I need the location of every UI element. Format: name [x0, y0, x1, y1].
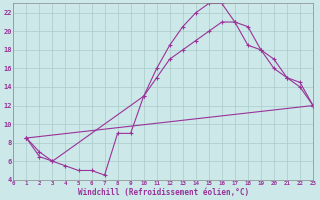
X-axis label: Windchill (Refroidissement éolien,°C): Windchill (Refroidissement éolien,°C): [78, 188, 249, 197]
